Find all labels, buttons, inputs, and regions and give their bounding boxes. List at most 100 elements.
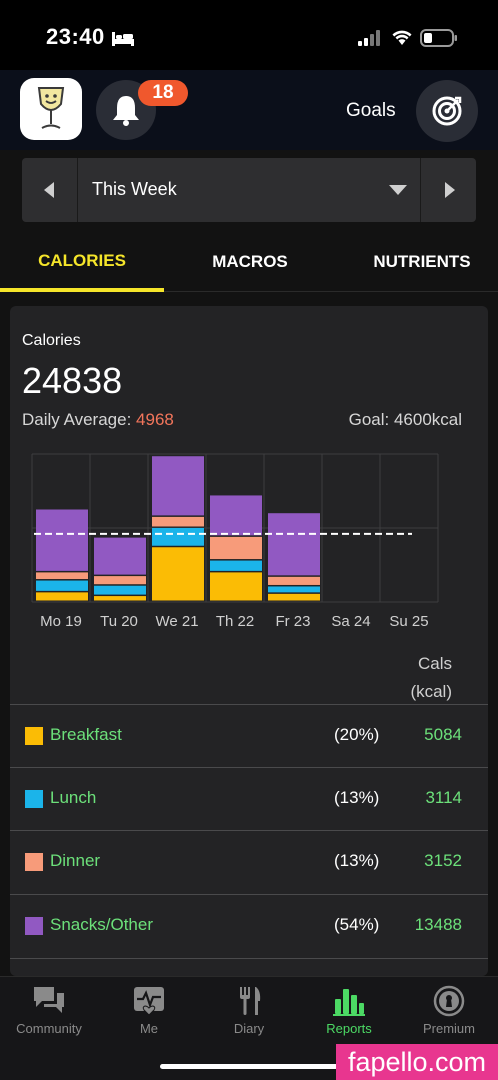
snacks-swatch: [25, 917, 43, 935]
legend-row-breakfast[interactable]: Breakfast (20%) 5084: [10, 704, 488, 767]
legend-percent: (13%): [334, 851, 380, 870]
cellular-signal-icon: [358, 30, 380, 46]
goals-button[interactable]: [416, 80, 478, 142]
bar-segment-breakfast[interactable]: [210, 572, 262, 601]
next-period-button[interactable]: [420, 158, 476, 222]
bar-segment-breakfast[interactable]: [152, 547, 204, 601]
legend-percent: (13%): [334, 788, 380, 807]
triangle-left-icon: [44, 182, 54, 198]
bar-segment-dinner[interactable]: [94, 576, 146, 585]
bar-segment-dinner[interactable]: [210, 536, 262, 560]
cals-column-header: Cals (kcal): [410, 650, 452, 706]
goals-label[interactable]: Goals: [346, 100, 396, 121]
bar-segment-snacks-other[interactable]: [210, 495, 262, 536]
previous-period-button[interactable]: [22, 158, 78, 222]
report-tabs: CALORIES MACROS NUTRIENTS: [0, 236, 498, 292]
target-icon: [432, 96, 462, 126]
bar-segment-breakfast[interactable]: [268, 593, 320, 601]
legend-name: Dinner: [50, 851, 101, 870]
bar-segment-snacks-other[interactable]: [268, 513, 320, 576]
legend-value: 5084: [424, 725, 462, 744]
nav-label: Community: [16, 1021, 82, 1036]
nav-label: Me: [139, 1021, 159, 1036]
bar-segment-breakfast[interactable]: [94, 596, 146, 601]
legend-percent: (54%): [334, 915, 380, 934]
card-title: Calories: [22, 332, 81, 349]
nav-label: Premium: [422, 1021, 475, 1036]
bed-icon: [112, 32, 134, 46]
status-time: 23:40: [46, 24, 105, 49]
day-label: Sa 24: [331, 613, 370, 630]
bar-segment-dinner[interactable]: [36, 572, 88, 580]
daily-average-value: 4968: [136, 410, 174, 429]
tab-calories[interactable]: CALORIES: [0, 236, 164, 292]
daily-average: Daily Average: 4968: [22, 410, 174, 430]
watermark: fapello.com: [336, 1044, 498, 1080]
bar-segment-dinner[interactable]: [152, 516, 204, 527]
legend-value: 3152: [424, 851, 462, 870]
wine-glass-smiley-icon: [37, 87, 65, 129]
dinner-swatch: [25, 853, 43, 871]
app-logo: [20, 78, 82, 140]
triangle-right-icon: [445, 182, 455, 198]
bar-segment-breakfast[interactable]: [36, 592, 88, 601]
dropdown-triangle-icon[interactable]: [389, 185, 407, 195]
bar-segment-snacks-other[interactable]: [152, 456, 204, 516]
bar-segment-snacks-other[interactable]: [94, 537, 146, 575]
day-label: Mo 19: [40, 613, 82, 630]
nav-diary[interactable]: Diary: [200, 985, 298, 1045]
chart-bars: [36, 456, 320, 601]
tab-nutrients[interactable]: NUTRIENTS: [373, 252, 471, 271]
nav-reports[interactable]: Reports: [300, 985, 398, 1045]
notification-count-badge: 18: [138, 80, 188, 106]
wifi-icon: [392, 30, 412, 45]
nav-premium[interactable]: Premium: [400, 985, 498, 1045]
nav-label: Reports: [326, 1021, 372, 1036]
legend-name: Breakfast: [50, 725, 122, 744]
bar-segment-snacks-other[interactable]: [36, 509, 88, 571]
bar-segment-lunch[interactable]: [94, 585, 146, 595]
legend-name: Snacks/Other: [50, 915, 153, 934]
home-indicator[interactable]: [160, 1064, 338, 1069]
app-header: 18 Goals: [0, 70, 498, 150]
weekly-calories-chart[interactable]: Mo 19 Tu 20 We 21 Th 22 Fr 23 Sa 24 Su 25: [22, 452, 466, 634]
legend-divider: [10, 958, 488, 976]
fork-knife-icon: [240, 987, 261, 1015]
chart-day-labels: Mo 19 Tu 20 We 21 Th 22 Fr 23 Sa 24 Su 25: [40, 613, 428, 630]
bar-segment-lunch[interactable]: [152, 528, 204, 546]
day-label: Su 25: [389, 613, 428, 630]
nav-label: Diary: [233, 1021, 265, 1036]
nav-me[interactable]: Me: [100, 985, 198, 1045]
bell-icon: [113, 96, 139, 126]
battery-icon: [420, 29, 457, 47]
heart-monitor-icon: [134, 987, 164, 1016]
legend-value: 13488: [414, 915, 462, 934]
status-bar: 23:40: [0, 0, 498, 70]
daily-average-label: Daily Average:: [22, 410, 137, 429]
day-label: Tu 20: [100, 613, 138, 630]
day-label: Fr 23: [275, 613, 310, 630]
bar-segment-lunch[interactable]: [210, 560, 262, 571]
day-label: We 21: [155, 613, 198, 630]
chat-bubbles-icon: [34, 987, 64, 1013]
period-label[interactable]: This Week: [92, 179, 177, 199]
legend-percent: (20%): [334, 725, 380, 744]
legend-row-snacks[interactable]: Snacks/Other (54%) 13488: [10, 894, 488, 957]
legend-name: Lunch: [50, 788, 97, 807]
bar-segment-dinner[interactable]: [268, 576, 320, 585]
bar-chart-icon: [333, 989, 365, 1016]
legend-row-lunch[interactable]: Lunch (13%) 3114: [10, 767, 488, 830]
legend-row-dinner[interactable]: Dinner (13%) 3152: [10, 830, 488, 893]
goal-label: Goal: 4600kcal: [348, 410, 462, 429]
bar-segment-lunch[interactable]: [268, 586, 320, 593]
day-label: Th 22: [216, 613, 254, 630]
keyhole-badge-icon: [433, 985, 465, 1017]
cals-header-line2: (kcal): [410, 682, 452, 701]
breakfast-swatch: [25, 727, 43, 745]
bar-segment-lunch[interactable]: [36, 580, 88, 591]
lunch-swatch: [25, 790, 43, 808]
period-selector: This Week: [22, 158, 476, 222]
nav-community[interactable]: Community: [0, 985, 98, 1045]
calories-card: Calories 24838 Daily Average: 4968 Goal:…: [10, 306, 488, 976]
tab-macros[interactable]: MACROS: [212, 252, 288, 271]
